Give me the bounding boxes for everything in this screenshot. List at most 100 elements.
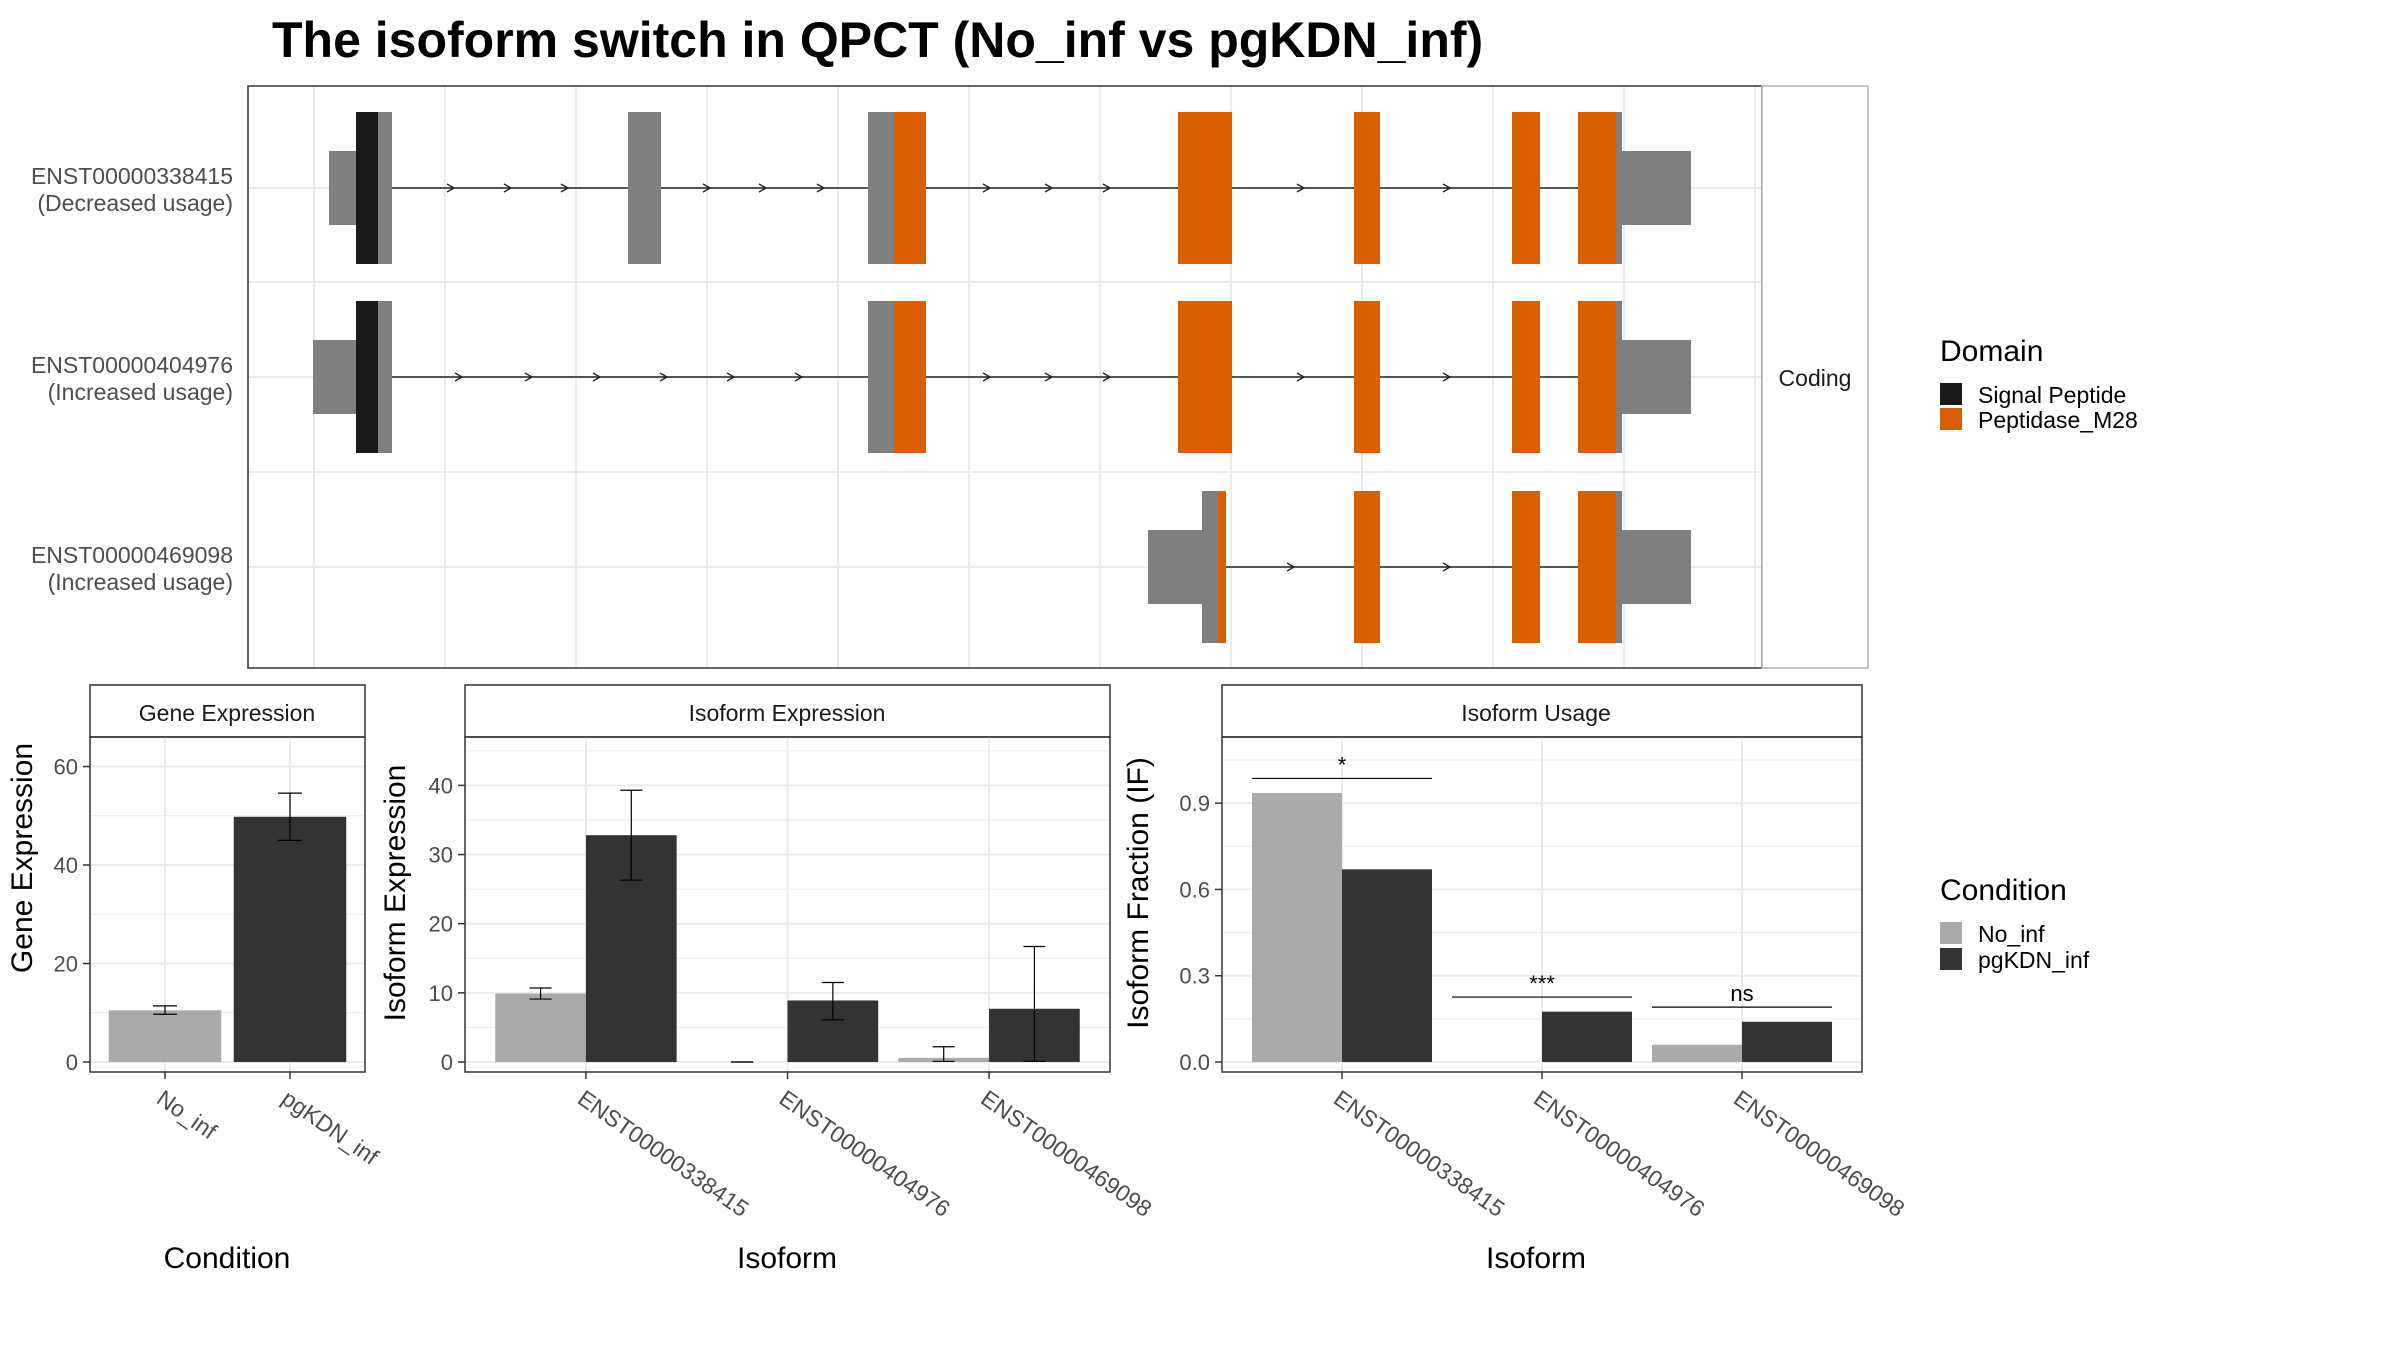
exon-coding <box>1616 112 1622 264</box>
figure-title: The isoform switch in QPCT (No_inf vs pg… <box>272 12 1483 68</box>
exon-coding <box>1616 491 1622 643</box>
bar-No_inf <box>108 1010 222 1062</box>
strand-arrow <box>1442 183 1452 193</box>
significance-label: ns <box>1730 981 1753 1006</box>
gene-expression-strip <box>89 684 366 738</box>
strand-arrow <box>758 183 768 193</box>
peptidase-domain <box>1354 112 1380 264</box>
domain-legend-key-peptidase <box>1940 408 1962 430</box>
exon-coding <box>868 301 894 453</box>
isoform-usage-y-axis-title: Isoform Fraction (IF) <box>1122 757 1155 1029</box>
y-tick-label: 0.0 <box>1179 1050 1210 1075</box>
bar-No_inf-ENST00000338415 <box>1252 793 1342 1062</box>
domain-legend: Domain Signal Peptide Peptidase_M28 <box>1940 335 2138 433</box>
isoform-usage-strip-title: Isoform Usage <box>1461 700 1611 726</box>
y-tick-label: 40 <box>54 853 78 878</box>
utr-5prime <box>1148 530 1202 604</box>
condition-legend-title: Condition <box>1940 874 2067 907</box>
isoform-usage-x-axis-title: Isoform <box>1486 1242 1586 1275</box>
condition-legend-label-no-inf: No_inf <box>1978 921 2045 947</box>
peptidase-domain <box>1512 491 1540 643</box>
y-tick-label: 0.3 <box>1179 964 1210 989</box>
peptidase-domain <box>1578 301 1616 453</box>
y-tick-label: 40 <box>429 773 453 798</box>
y-tick-label: 0.6 <box>1179 877 1210 902</box>
strand-arrow <box>524 372 534 382</box>
condition-legend-key-pgkdn-inf <box>1940 948 1962 970</box>
gene-expression-x-axis-title: Condition <box>164 1242 291 1275</box>
peptidase-domain <box>1178 301 1232 453</box>
bar-No_inf-ENST00000469098 <box>1652 1044 1742 1062</box>
peptidase-domain <box>1578 491 1616 643</box>
strand-arrow <box>1102 183 1112 193</box>
y-tick-label: 20 <box>429 912 453 937</box>
x-tick-label: ENST00000404976 <box>1529 1085 1709 1222</box>
peptidase-domain <box>1354 491 1380 643</box>
isoform-expression-x-axis-title: Isoform <box>737 1242 837 1275</box>
strand-arrow <box>1286 562 1296 572</box>
peptidase-domain <box>1178 112 1232 264</box>
transcript-label-2-usage: (Increased usage) <box>48 379 233 405</box>
utr-3prime <box>1622 151 1691 225</box>
strand-arrow <box>560 183 570 193</box>
isoform-expression-strip <box>464 684 1111 738</box>
domain-legend-title: Domain <box>1940 335 2043 368</box>
bar-pgKDN_inf <box>233 816 347 1062</box>
x-tick-label: ENST00000338415 <box>1329 1085 1509 1222</box>
x-tick-label: ENST00000469098 <box>976 1085 1156 1222</box>
exon-coding <box>1210 491 1218 643</box>
strand-arrow <box>982 372 992 382</box>
transcript-panel: Coding ENST00000338415 (Decreased usage)… <box>31 85 1869 669</box>
strand-arrow <box>1044 183 1054 193</box>
strand-arrow <box>1442 372 1452 382</box>
x-tick-label: No_inf <box>152 1085 222 1145</box>
x-tick-label: ENST00000404976 <box>775 1085 955 1222</box>
isoform-usage-panel: Isoform Usage Isoform Isoform Fraction (… <box>1122 684 1910 1275</box>
strand-arrow <box>659 372 669 382</box>
y-tick-label: 0 <box>66 1050 78 1075</box>
y-tick-label: 20 <box>54 952 78 977</box>
strand-arrow <box>1044 372 1054 382</box>
exon-coding <box>868 112 894 264</box>
condition-legend-key-no-inf <box>1940 922 1962 944</box>
isoform-usage-strip <box>1221 684 1863 738</box>
facet-strip <box>1761 85 1869 669</box>
y-tick-label: 0.9 <box>1179 791 1210 816</box>
strand-arrow <box>702 183 712 193</box>
strand-arrow <box>816 183 826 193</box>
strand-arrow <box>454 372 464 382</box>
y-tick-label: 60 <box>54 755 78 780</box>
utr-3prime <box>1622 340 1691 414</box>
strand-arrow <box>446 183 456 193</box>
gene-expression-strip-title: Gene Expression <box>139 700 315 726</box>
strand-arrow <box>1442 562 1452 572</box>
transcript-model-3 <box>1148 491 1691 643</box>
peptidase-domain <box>1218 491 1226 643</box>
bar-pgKDN_inf-ENST00000404976 <box>1542 1011 1632 1062</box>
significance-label: * <box>1338 752 1347 777</box>
facet-strip-label: Coding <box>1779 365 1852 391</box>
gene-expression-panel-border <box>89 736 366 1073</box>
peptidase-domain <box>894 112 926 264</box>
transcript-label-1-id: ENST00000338415 <box>31 163 233 189</box>
strand-arrow <box>726 372 736 382</box>
strand-arrow <box>503 183 513 193</box>
peptidase-domain <box>1354 301 1380 453</box>
strand-arrow <box>1296 372 1306 382</box>
isoform-expression-strip-title: Isoform Expression <box>689 700 886 726</box>
transcript-model-1 <box>329 112 1691 264</box>
utr-5prime <box>313 340 356 414</box>
exon-no-domain <box>628 112 661 264</box>
domain-legend-label-signal-peptide: Signal Peptide <box>1978 382 2126 408</box>
transcript-label-1-usage: (Decreased usage) <box>37 190 233 216</box>
x-tick-label: ENST00000469098 <box>1729 1085 1909 1222</box>
transcript-label-3-id: ENST00000469098 <box>31 542 233 568</box>
domain-legend-label-peptidase: Peptidase_M28 <box>1978 407 2138 433</box>
y-tick-label: 10 <box>429 981 453 1006</box>
exon-coding <box>378 301 392 453</box>
transcript-models <box>313 112 1691 643</box>
peptidase-domain <box>1578 112 1616 264</box>
transcript-model-2 <box>313 301 1691 453</box>
gene-expression-panel: Gene Expression Condition Gene Expressio… <box>6 684 384 1275</box>
